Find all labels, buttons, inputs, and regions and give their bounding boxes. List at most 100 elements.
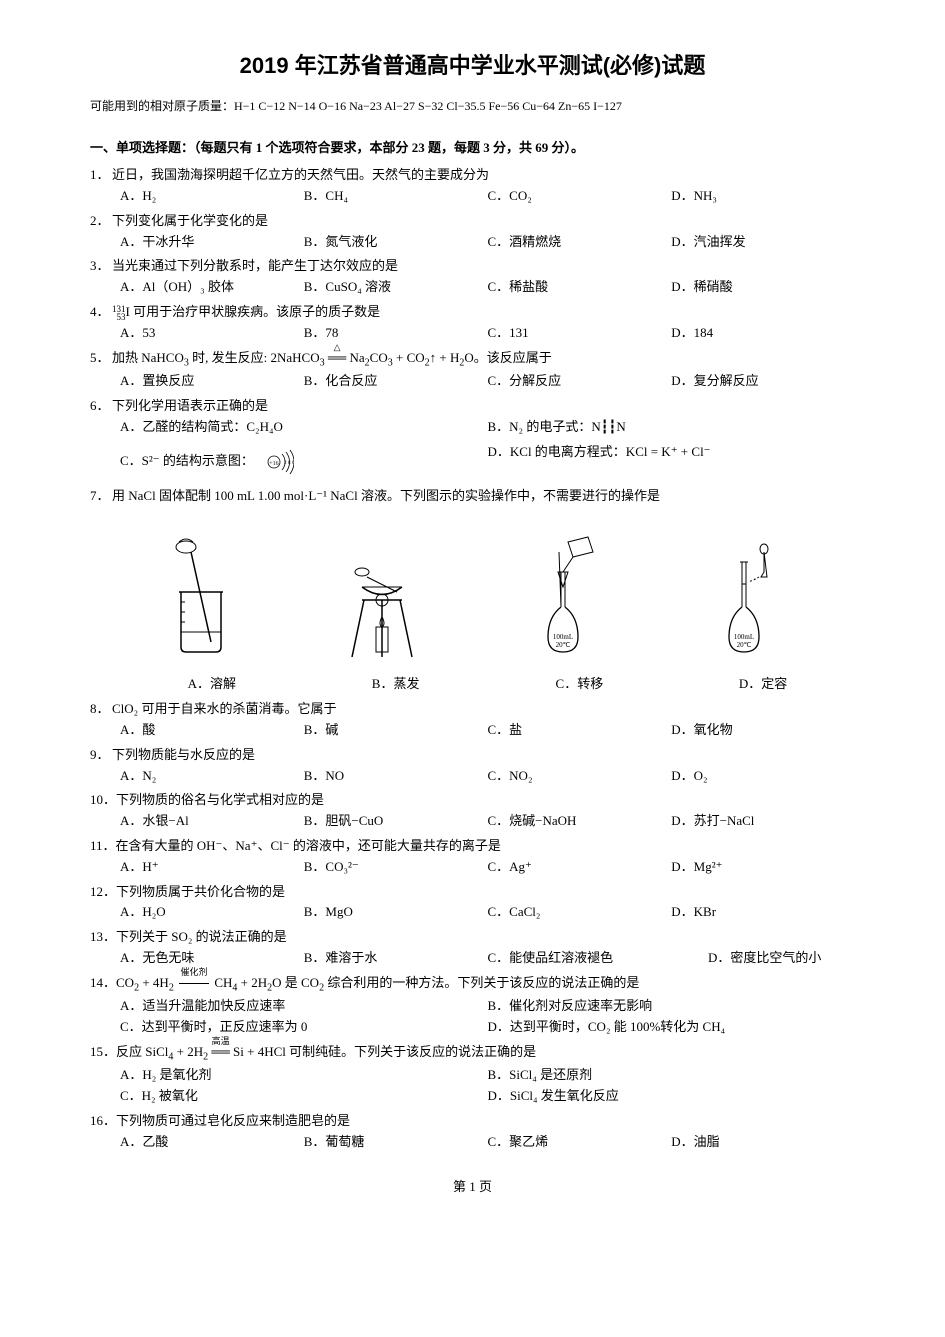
page-footer: 第 1 页 <box>90 1177 855 1198</box>
q-text: 下列变化属于化学变化的是 <box>112 211 855 232</box>
q-number: 5． <box>90 348 112 372</box>
option: C．分解反应 <box>488 371 672 392</box>
option: C．CO₂ <box>488 186 672 207</box>
option: B．N₂ 的电子式：N┇┇N <box>488 417 856 438</box>
question-9: 9． 下列物质能与水反应的是 A．N₂ B．NO C．NO₂ D．O₂ <box>90 745 855 787</box>
question-5: 5． 加热 NaHCO3 时, 发生反应: 2NaHCO3 △══ Na2CO3… <box>90 348 855 392</box>
beaker-stir-icon <box>141 532 261 662</box>
q-text: 在含有大量的 OH⁻、Na⁺、Cl⁻ 的溶液中，还可能大量共存的离子是 <box>116 836 855 857</box>
section-heading: 一、单项选择题：（每题只有 1 个选项符合要求，本部分 23 题，每题 3 分，… <box>90 138 855 159</box>
q-text: 当光束通过下列分散系时，能产生丁达尔效应的是 <box>112 256 855 277</box>
option: A．酸 <box>120 720 304 741</box>
option: D．定容 <box>671 674 855 695</box>
isotope-rest: I 可用于治疗甲状腺疾病。该原子的质子数是 <box>126 304 381 319</box>
q-number: 11． <box>90 836 116 857</box>
option: D．油脂 <box>671 1132 855 1153</box>
option: A．H₂O <box>120 902 304 923</box>
option: A．乙酸 <box>120 1132 304 1153</box>
diagram-dissolve <box>141 532 261 669</box>
atomic-masses: 可能用到的相对原子质量：H−1 C−12 N−14 O−16 Na−23 Al−… <box>90 97 855 116</box>
option: C．131 <box>488 323 672 344</box>
svg-text:8: 8 <box>288 461 291 466</box>
svg-text:100mL: 100mL <box>734 633 754 641</box>
option: B．MgO <box>304 902 488 923</box>
option: B．催化剂对反应速率无影响 <box>488 996 856 1017</box>
q-number: 1． <box>90 165 112 186</box>
option: C．能使品红溶液褪色 <box>488 948 709 969</box>
question-15: 15． 反应 SiCl4 + 2H2 高温══ Si + 4HCl 可制纯硅。下… <box>90 1042 855 1107</box>
question-11: 11． 在含有大量的 OH⁻、Na⁺、Cl⁻ 的溶液中，还可能大量共存的离子是 … <box>90 836 855 878</box>
option: C．Ag⁺ <box>488 857 672 878</box>
option: D．稀硝酸 <box>671 277 855 298</box>
option: A．水银−Al <box>120 811 304 832</box>
page-title: 2019 年江苏省普通高中学业水平测试(必修)试题 <box>90 48 855 83</box>
q-text: 下列关于 SO₂ 的说法正确的是 <box>116 927 855 948</box>
question-12: 12． 下列物质属于共价化合物的是 A．H₂O B．MgO C．CaCl₂ D．… <box>90 882 855 924</box>
question-14: 14． CO2 + 4H2 催化剂 CH4 + 2H2O 是 CO2 综合利用的… <box>90 973 855 1038</box>
option: B．蒸发 <box>304 674 488 695</box>
option: A．53 <box>120 323 304 344</box>
question-10: 10． 下列物质的俗名与化学式相对应的是 A．水银−Al B．胆矾−CuO C．… <box>90 790 855 832</box>
option: C．聚乙烯 <box>488 1132 672 1153</box>
option: D．184 <box>671 323 855 344</box>
q-text: 下列物质可通过皂化反应来制造肥皂的是 <box>116 1111 855 1132</box>
q-number: 8． <box>90 699 112 720</box>
q-number: 10． <box>90 790 116 811</box>
q-number: 4． <box>90 302 112 323</box>
question-7: 7． 用 NaCl 固体配制 100 mL 1.00 mol·L⁻¹ NaCl … <box>90 486 855 696</box>
option: B．化合反应 <box>304 371 488 392</box>
option: D．KBr <box>671 902 855 923</box>
volumetric-dropper-icon: 100mL 20℃ <box>684 532 804 662</box>
atomic-number: 53 <box>117 312 126 322</box>
question-2: 2． 下列变化属于化学变化的是 A．干冰升华 B．氮气液化 C．酒精燃烧 D．汽… <box>90 211 855 253</box>
svg-text:100mL: 100mL <box>553 633 573 641</box>
svg-text:20℃: 20℃ <box>737 641 752 649</box>
electron-shell-icon: +16 2 8 6 <box>254 442 294 482</box>
question-6: 6． 下列化学用语表示正确的是 A．乙醛的结构简式：C₂H₄O B．N₂ 的电子… <box>90 396 855 482</box>
q-text: ClO₂ 可用于自来水的杀菌消毒。它属于 <box>112 699 855 720</box>
option: C．NO₂ <box>488 766 672 787</box>
option: A．N₂ <box>120 766 304 787</box>
diagram-transfer: 100mL 20℃ <box>503 532 623 669</box>
option: B．CuSO₄ 溶液 <box>304 277 488 298</box>
option: C．烧碱−NaOH <box>488 811 672 832</box>
option: D．密度比空气的小 <box>708 948 855 969</box>
tripod-flame-icon <box>322 532 442 662</box>
option: C．转移 <box>488 674 672 695</box>
q-text: 下列物质属于共价化合物的是 <box>116 882 855 903</box>
option: A．H⁺ <box>120 857 304 878</box>
q-number: 9． <box>90 745 112 766</box>
q-text: 近日，我国渤海探明超千亿立方的天然气田。天然气的主要成分为 <box>112 165 855 186</box>
option: A．无色无味 <box>120 948 304 969</box>
svg-text:20℃: 20℃ <box>556 641 571 649</box>
option: D．苏打−NaCl <box>671 811 855 832</box>
q-text: 用 NaCl 固体配制 100 mL 1.00 mol·L⁻¹ NaCl 溶液。… <box>112 486 855 507</box>
option: B．氮气液化 <box>304 232 488 253</box>
diagram-dilute: 100mL 20℃ <box>684 532 804 669</box>
svg-text:2: 2 <box>284 461 287 466</box>
q-number: 7． <box>90 486 112 507</box>
option: C．H₂ 被氧化 <box>120 1086 488 1107</box>
option: A．H₂ <box>120 186 304 207</box>
option: C．S²⁻ 的结构示意图： +16 2 8 6 <box>120 442 488 482</box>
option: A．干冰升华 <box>120 232 304 253</box>
option: D．汽油挥发 <box>671 232 855 253</box>
question-3: 3． 当光束通过下列分散系时，能产生丁达尔效应的是 A．Al（OH）₃ 胶体 B… <box>90 256 855 298</box>
option: B．碱 <box>304 720 488 741</box>
q-number: 12． <box>90 882 116 903</box>
option: B．NO <box>304 766 488 787</box>
svg-text:+16: +16 <box>269 461 278 467</box>
q-text: 131 53 I 可用于治疗甲状腺疾病。该原子的质子数是 <box>112 302 855 323</box>
option: C．稀盐酸 <box>488 277 672 298</box>
svg-text:6: 6 <box>292 461 294 466</box>
option: C．达到平衡时，正反应速率为 0 <box>120 1017 488 1038</box>
q-text: CO2 + 4H2 催化剂 CH4 + 2H2O 是 CO2 综合利用的一种方法… <box>116 973 855 997</box>
option: D．Mg²⁺ <box>671 857 855 878</box>
option: D．KCl 的电离方程式：KCl = K⁺ + Cl⁻ <box>488 442 856 482</box>
option: C．盐 <box>488 720 672 741</box>
option: A．溶解 <box>120 674 304 695</box>
option: B．葡萄糖 <box>304 1132 488 1153</box>
option: C．酒精燃烧 <box>488 232 672 253</box>
option: D．复分解反应 <box>671 371 855 392</box>
q-number: 2． <box>90 211 112 232</box>
